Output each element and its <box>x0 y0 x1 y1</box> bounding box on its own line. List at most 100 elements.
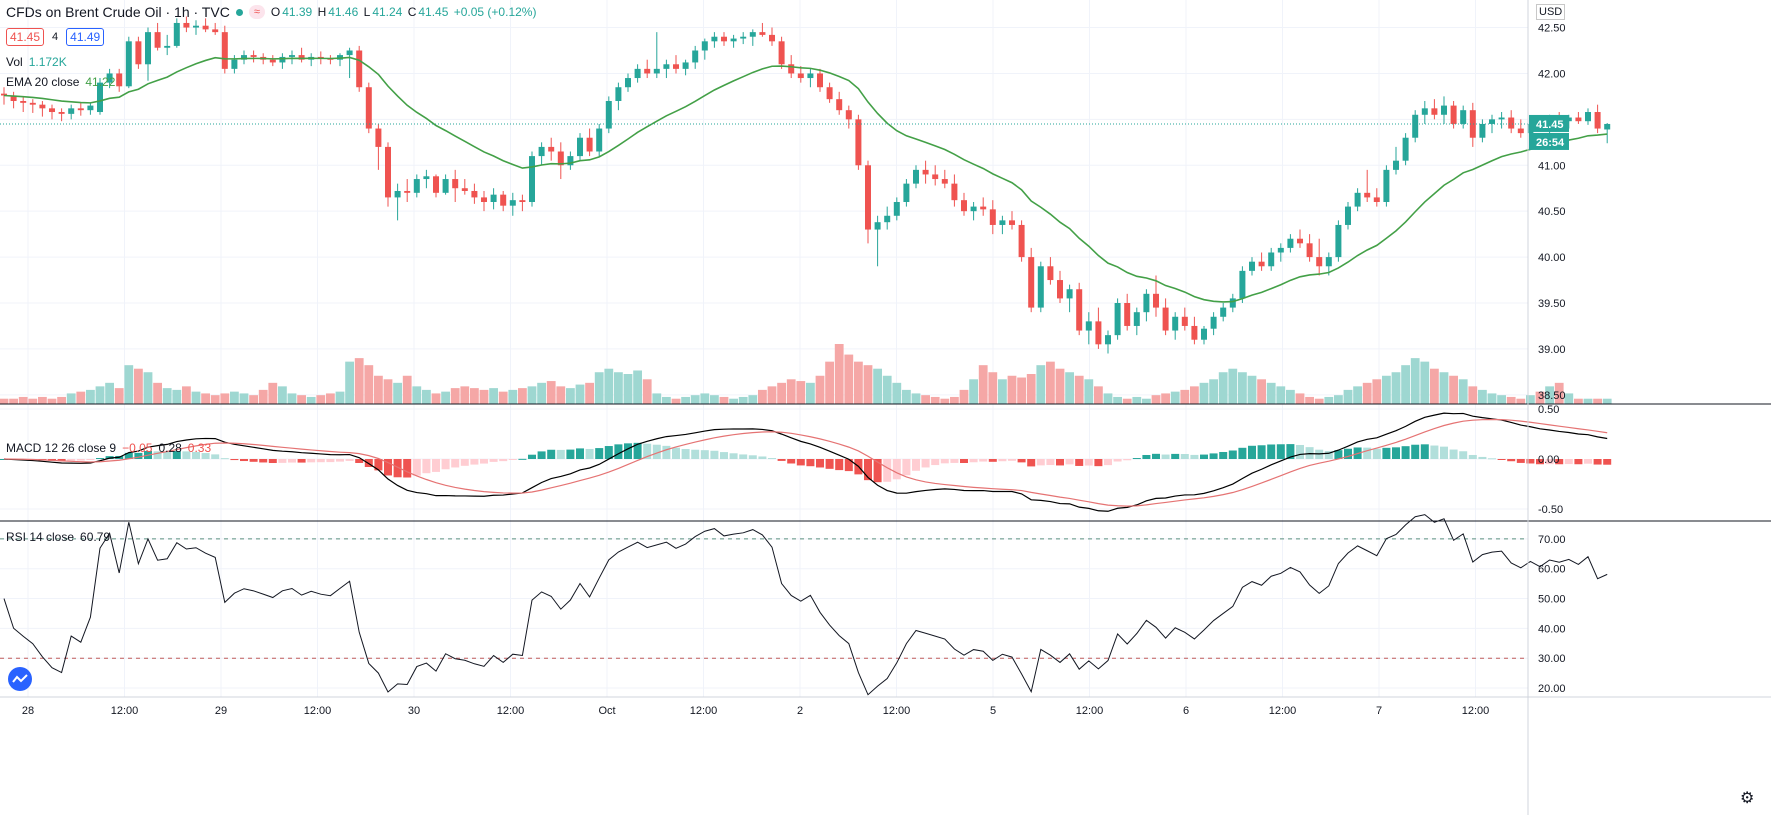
candle-body <box>1133 312 1140 326</box>
volume-bar <box>1401 365 1410 404</box>
volume-bar <box>95 386 105 404</box>
volume-bar <box>489 388 498 404</box>
macd-histogram-bar <box>1603 459 1612 465</box>
volume-bar <box>786 379 796 404</box>
volume-bar <box>911 393 921 404</box>
macd-histogram-bar <box>729 453 738 459</box>
candle-body <box>385 146 391 198</box>
volume-bar <box>153 382 162 404</box>
macd-histogram-bar <box>633 442 642 459</box>
macd-histogram-bar <box>1545 459 1554 465</box>
macd-histogram-bar <box>777 459 786 461</box>
volume-bar <box>623 374 633 404</box>
candle-body <box>644 68 651 74</box>
volume-bar <box>710 395 719 404</box>
candle-body <box>1105 335 1111 345</box>
candle-body <box>164 45 171 48</box>
volume-bar <box>700 393 710 404</box>
volume-bar <box>748 395 758 404</box>
candle-body <box>1191 325 1198 340</box>
macd-histogram-bar <box>1507 459 1516 462</box>
macd-histogram-bar <box>1228 450 1237 459</box>
macd-histogram-bar <box>259 459 268 463</box>
price-axis-label: 39.50 <box>1538 298 1566 310</box>
volume-bar <box>18 396 28 404</box>
volume-bar <box>729 398 738 404</box>
macd-histogram-bar <box>768 458 776 460</box>
volume-bar <box>537 382 546 404</box>
pattern-icon[interactable]: ≈ <box>248 5 265 19</box>
candle-body <box>183 22 190 28</box>
candle-body <box>1181 316 1188 326</box>
volume-bar <box>873 368 882 404</box>
volume-bar <box>28 398 38 404</box>
candle-body <box>826 87 833 100</box>
macd-legend[interactable]: MACD 12 26 close 9 −0.05 0.28 0.33 <box>6 441 212 455</box>
macd-histogram-bar <box>1152 453 1160 459</box>
macd-histogram-bar <box>441 459 450 470</box>
volume-bar <box>422 389 431 404</box>
candle-body <box>1076 289 1083 331</box>
candle-body <box>413 179 420 193</box>
candle-body <box>548 146 555 152</box>
buy-price-button[interactable]: 41.49 <box>66 28 105 46</box>
volume-bar <box>1516 398 1526 404</box>
volume-bar <box>1497 395 1506 404</box>
macd-histogram-bar <box>403 459 412 478</box>
volume-bar <box>1209 379 1218 404</box>
volume-bar <box>1094 386 1103 404</box>
candle-body <box>500 194 507 206</box>
tradingview-logo-icon[interactable] <box>8 667 32 691</box>
volume-bar <box>287 393 297 404</box>
macd-histogram-bar <box>57 459 66 462</box>
macd-histogram-bar <box>297 459 306 463</box>
ema-legend[interactable]: EMA 20 close 41.22 <box>6 75 116 89</box>
candle-body <box>221 32 228 69</box>
volume-bar <box>1343 389 1353 404</box>
macd-histogram-bar <box>662 445 671 459</box>
macd-histogram-bar <box>758 456 767 459</box>
sell-price-button[interactable]: 41.45 <box>6 28 45 46</box>
ema-line <box>3 56 1608 303</box>
candle-body <box>1460 110 1467 124</box>
macd-histogram-bar <box>1526 459 1535 464</box>
settings-gear-icon[interactable]: ⚙ <box>1740 790 1755 807</box>
volume-bar <box>393 382 402 404</box>
volume-bar <box>844 354 854 404</box>
macd-histogram-bar <box>345 459 354 461</box>
macd-histogram-bar <box>1017 459 1026 463</box>
rsi-legend[interactable]: RSI 14 close 60.79 <box>6 530 111 544</box>
currency-label[interactable]: USD <box>1536 4 1566 20</box>
volume-legend[interactable]: Vol 1.172K <box>6 55 67 69</box>
volume-bar <box>1410 358 1420 404</box>
macd-histogram-bar <box>96 458 104 460</box>
candle-body <box>509 200 516 206</box>
macd-histogram-bar <box>691 449 700 459</box>
candle-body <box>970 206 977 212</box>
rsi-line <box>3 514 1608 696</box>
candle-body <box>1345 206 1351 225</box>
macd-histogram-bar <box>1027 459 1036 467</box>
candle-body <box>1201 328 1207 340</box>
candle-body <box>106 73 113 83</box>
macd-histogram-bar <box>1593 459 1602 465</box>
candle-body <box>356 50 363 88</box>
candle-body <box>1575 117 1582 122</box>
candle-body <box>586 137 593 152</box>
volume-bar <box>1218 372 1228 404</box>
macd-histogram-bar <box>508 459 517 460</box>
candle-body <box>884 215 891 223</box>
symbol-title[interactable]: CFDs on Brent Crude Oil · 1h · TVC <box>6 4 230 20</box>
candle-body <box>1393 160 1399 170</box>
volume-bar <box>863 365 873 404</box>
macd-histogram-bar <box>1449 449 1458 459</box>
volume-bar <box>1170 391 1180 404</box>
volume-bar <box>892 382 902 404</box>
macd-histogram-bar <box>1123 459 1132 461</box>
candle-body <box>682 62 689 69</box>
macd-histogram-bar <box>912 459 920 471</box>
macd-histogram-bar <box>748 455 757 459</box>
candle-body <box>1469 110 1476 138</box>
macd-histogram-bar <box>1180 454 1189 459</box>
